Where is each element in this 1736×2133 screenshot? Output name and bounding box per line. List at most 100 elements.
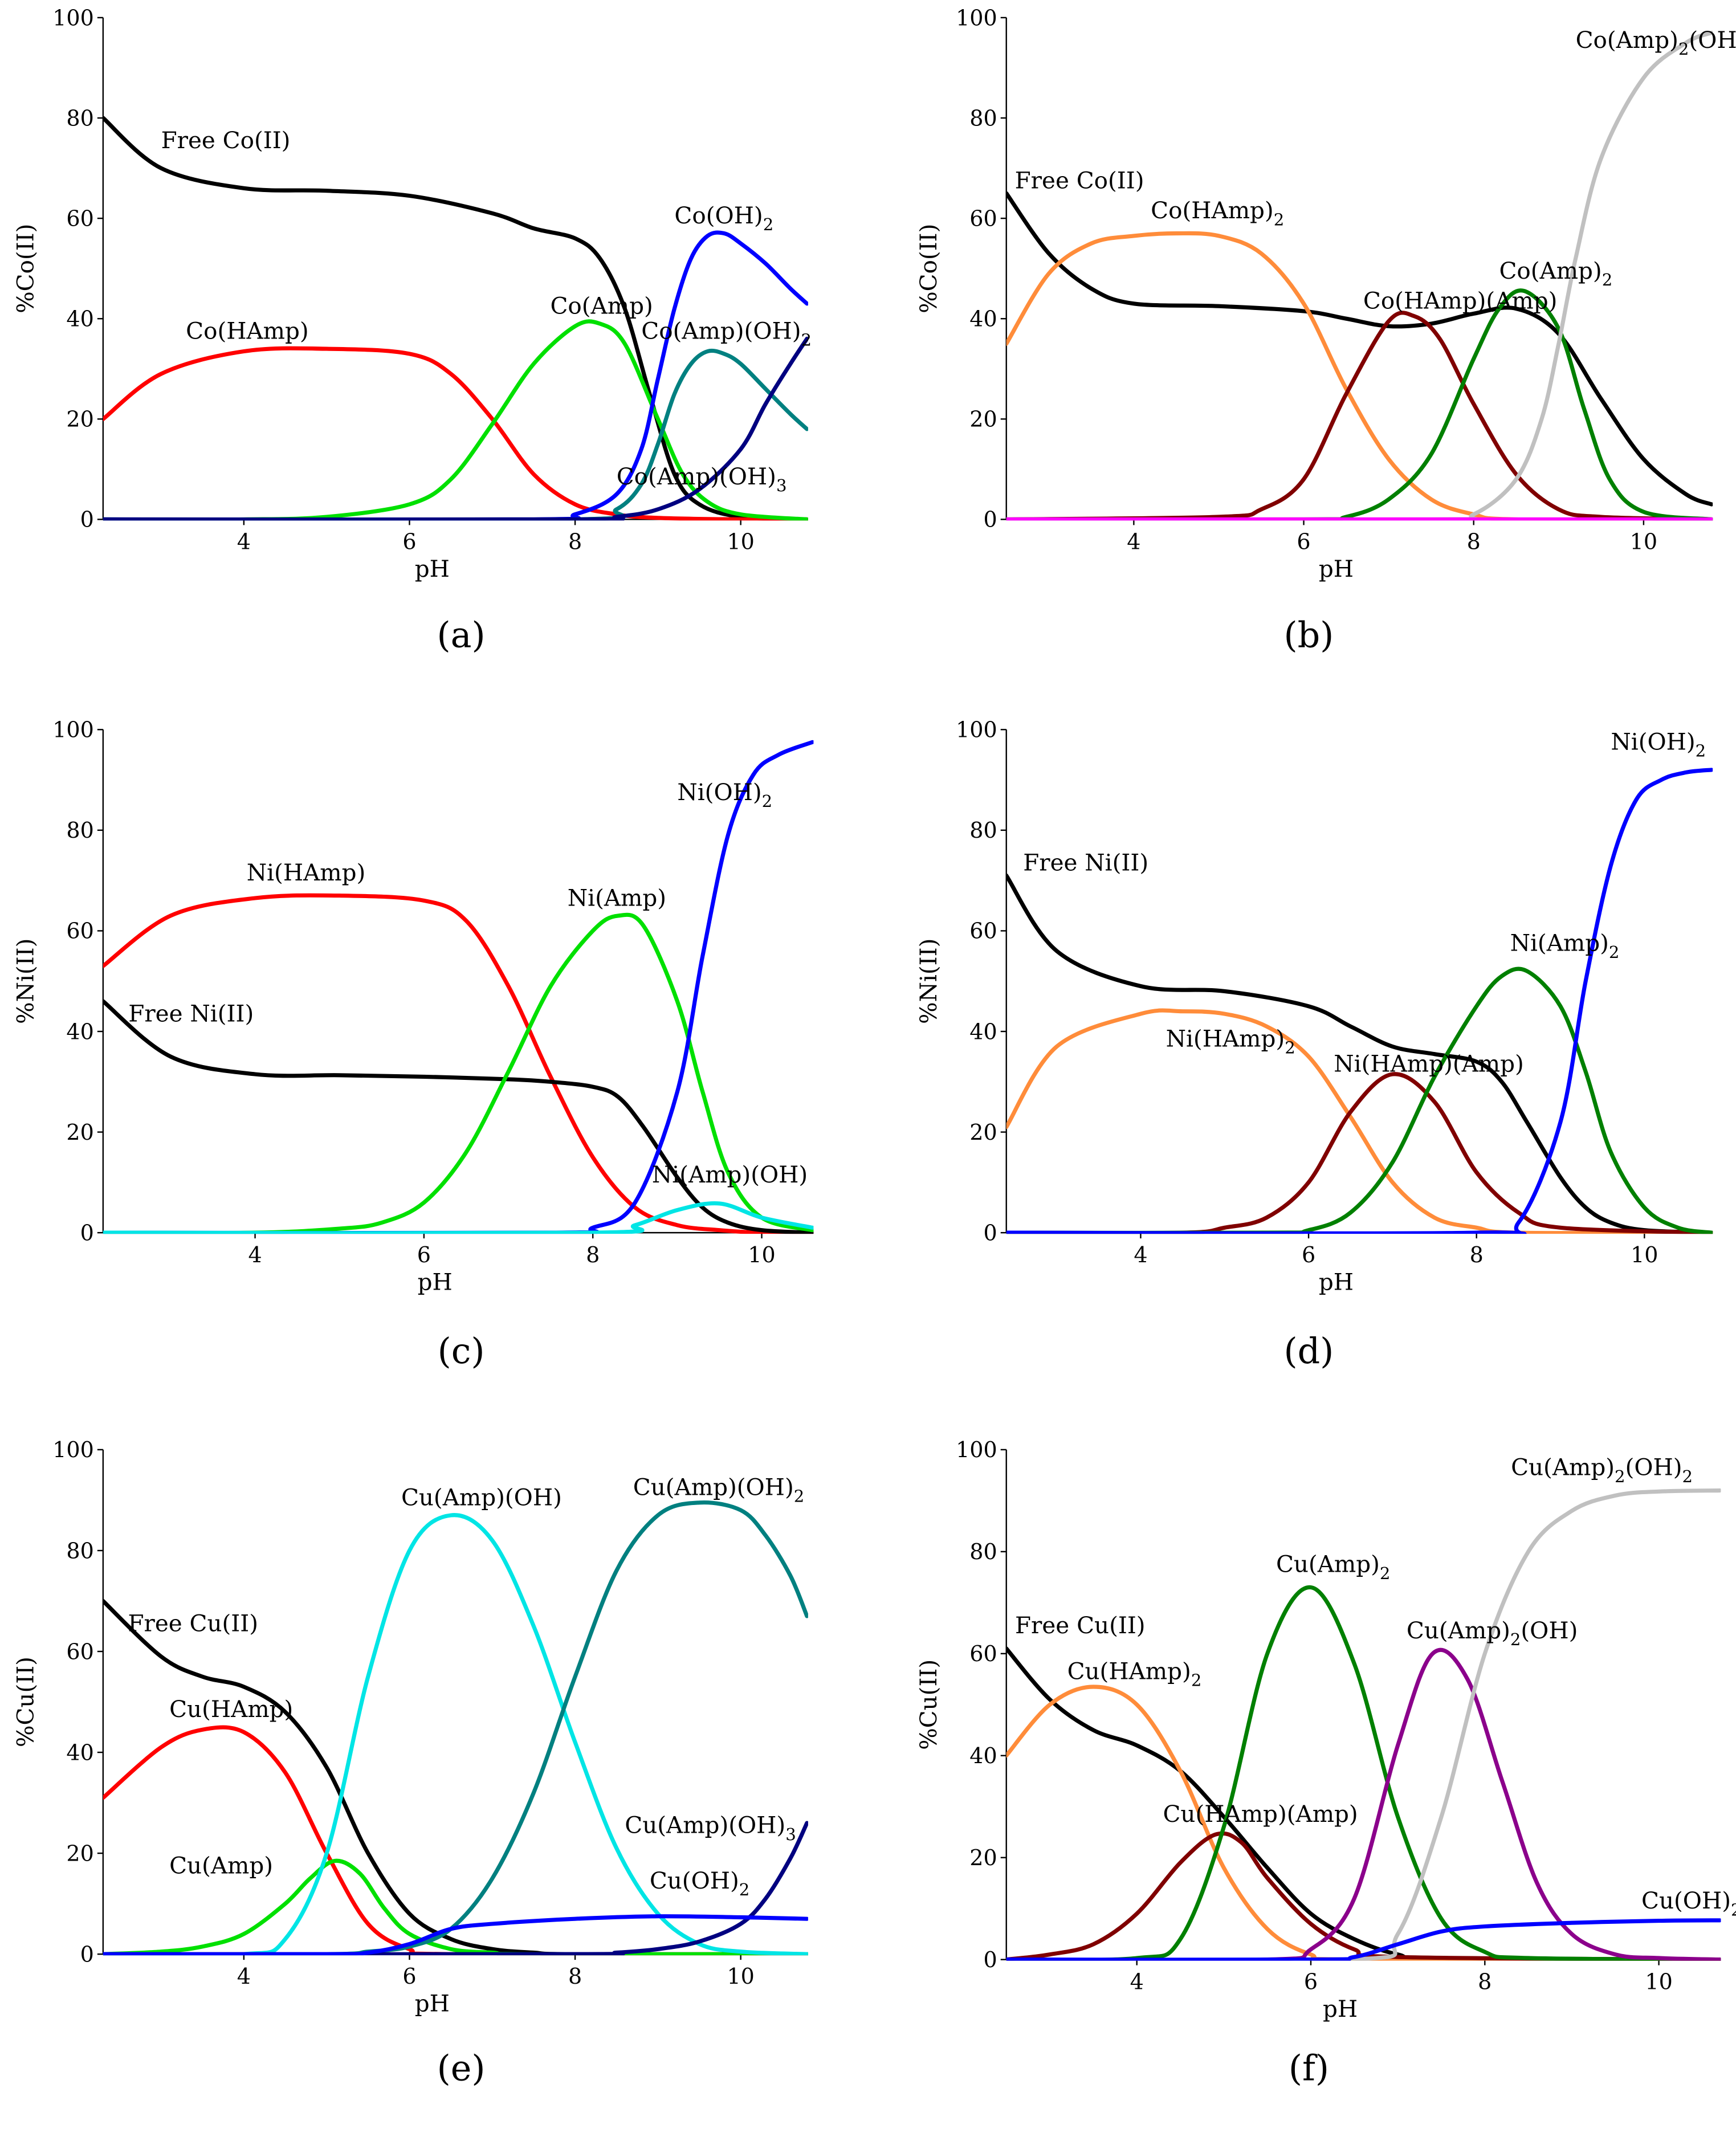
y-tick-label: 80 [969, 1539, 997, 1564]
series-line [1006, 873, 1713, 1234]
panel-caption: (b) [1283, 614, 1334, 655]
y-axis-label: %Cu(II) [915, 1659, 942, 1750]
x-tick-label: 6 [417, 1242, 431, 1267]
y-tick-label: 0 [80, 507, 94, 532]
species-label: Cu(OH)2 [650, 1867, 749, 1899]
x-tick-label: 4 [1127, 529, 1140, 554]
y-tick-label: 60 [969, 206, 997, 231]
species-label: Cu(OH)2 [1641, 1887, 1736, 1919]
y-tick-label: 100 [52, 5, 94, 30]
y-axis-label: %Co(II) [915, 224, 942, 313]
series-line [103, 1725, 808, 1956]
x-tick-label: 4 [1130, 1969, 1144, 1995]
series-line [1006, 1685, 1721, 1961]
y-tick-label: 40 [66, 307, 93, 332]
series-line [103, 1821, 808, 1956]
y-tick-label: 20 [66, 1841, 93, 1866]
x-tick-label: 6 [402, 529, 416, 554]
species-label: Free Cu(II) [128, 1610, 258, 1637]
y-tick-label: 20 [969, 1120, 997, 1145]
x-tick-label: 10 [727, 529, 754, 554]
y-tick-label: 0 [80, 1220, 94, 1245]
y-tick-label: 0 [80, 1942, 94, 1967]
series-line [1006, 1831, 1721, 1961]
x-axis-label: pH [1319, 1269, 1354, 1296]
panel-caption: (f) [1289, 2048, 1329, 2089]
x-tick-label: 10 [1630, 529, 1657, 554]
y-tick-label: 0 [984, 507, 997, 532]
species-label: Free Ni(II) [1023, 849, 1148, 876]
panel-caption: (c) [438, 1331, 485, 1372]
x-tick-label: 10 [748, 1242, 775, 1267]
y-tick-label: 0 [984, 1947, 997, 1972]
x-tick-label: 10 [1645, 1969, 1672, 1995]
series-line [103, 1914, 808, 1956]
y-tick-label: 80 [66, 105, 93, 130]
series-line [1006, 191, 1713, 507]
species-label: Cu(Amp)2(OH) [1407, 1617, 1578, 1649]
series-line [1006, 1072, 1713, 1234]
series-line [103, 346, 808, 521]
y-tick-label: 20 [969, 1845, 997, 1870]
species-label: Co(Amp) [550, 292, 653, 319]
y-tick-label: 80 [969, 105, 997, 130]
species-label: Co(Amp)2 [1499, 257, 1612, 289]
y-axis-label: %Cu(II) [11, 1657, 39, 1747]
species-label: Cu(Amp) [169, 1851, 273, 1879]
x-tick-label: 10 [727, 1964, 754, 1989]
series-line [1006, 768, 1713, 1234]
x-axis-label: pH [418, 1269, 453, 1296]
series-line [1006, 1008, 1713, 1234]
y-tick-label: 0 [984, 1220, 997, 1245]
y-tick-label: 100 [52, 1437, 94, 1462]
series-line [103, 999, 814, 1234]
y-tick-label: 40 [66, 1019, 93, 1044]
y-axis-label: %Co(II) [11, 224, 39, 313]
species-label: Free Cu(II) [1015, 1612, 1146, 1639]
species-label: Cu(Amp)2(OH)2 [1511, 1454, 1693, 1486]
y-tick-label: 80 [969, 818, 997, 843]
species-label: Co(Amp)2(OH)2 [1576, 26, 1736, 59]
series-line [103, 116, 808, 521]
species-label: Cu(Amp)(OH)3 [625, 1812, 796, 1844]
x-tick-label: 4 [1134, 1242, 1147, 1267]
y-tick-label: 40 [969, 307, 997, 332]
species-label: Cu(HAmp) [169, 1695, 293, 1723]
panel-caption: (e) [437, 2048, 486, 2089]
chart-panel-c: 0 20 40 60 80 100 4 6 8 10 pH %Ni(II) Ni(HAmp) Ni(Amp… [11, 717, 814, 1372]
series-line [103, 1201, 814, 1234]
y-tick-label: 20 [969, 407, 997, 432]
chart-panel-a: 0 20 40 60 80 100 4 6 8 10 pH %Co(II) Free Co(II) Co(… [11, 5, 812, 655]
y-tick-label: 60 [969, 1641, 997, 1666]
y-tick-label: 20 [66, 1120, 93, 1145]
chart-panel-f: 0 20 40 60 80 100 4 6 8 10 pH %Cu(II) Free Cu(II) Cu(… [915, 1437, 1736, 2089]
x-tick-label: 8 [586, 1242, 600, 1267]
x-tick-label: 8 [568, 529, 582, 554]
species-label: Ni(HAmp)(Amp) [1334, 1050, 1524, 1078]
y-tick-label: 100 [52, 717, 94, 743]
species-label: Cu(Amp)(OH)2 [633, 1474, 804, 1506]
x-tick-label: 8 [1467, 529, 1481, 554]
species-label: Co(HAmp)(Amp) [1363, 287, 1558, 315]
y-tick-label: 40 [969, 1019, 997, 1044]
chart-panel-e: 0 20 40 60 80 100 4 6 8 10 pH %Cu(II) Free Cu(II) Cu(… [11, 1437, 808, 2089]
series-line [1006, 231, 1713, 521]
y-axis-label: %Ni(II) [11, 939, 39, 1024]
series-line [1006, 311, 1713, 521]
y-tick-label: 40 [969, 1743, 997, 1768]
species-label: Co(HAmp) [186, 317, 309, 344]
y-tick-label: 100 [956, 5, 997, 30]
x-tick-label: 4 [237, 529, 251, 554]
y-tick-label: 100 [956, 717, 997, 743]
x-tick-label: 8 [1478, 1969, 1492, 1995]
species-label: Ni(HAmp)2 [1166, 1025, 1295, 1057]
species-label: Free Co(II) [1015, 166, 1144, 194]
series-line [1006, 1585, 1721, 1961]
y-tick-label: 60 [66, 1639, 93, 1664]
series-line [103, 336, 808, 521]
x-axis-label: pH [415, 1990, 450, 2017]
panel-caption: (a) [437, 614, 486, 655]
chart-panel-d: 0 20 40 60 80 100 4 6 8 10 pH %Ni(II) Free Ni(II) Ni(… [915, 717, 1713, 1372]
y-tick-label: 60 [969, 919, 997, 944]
